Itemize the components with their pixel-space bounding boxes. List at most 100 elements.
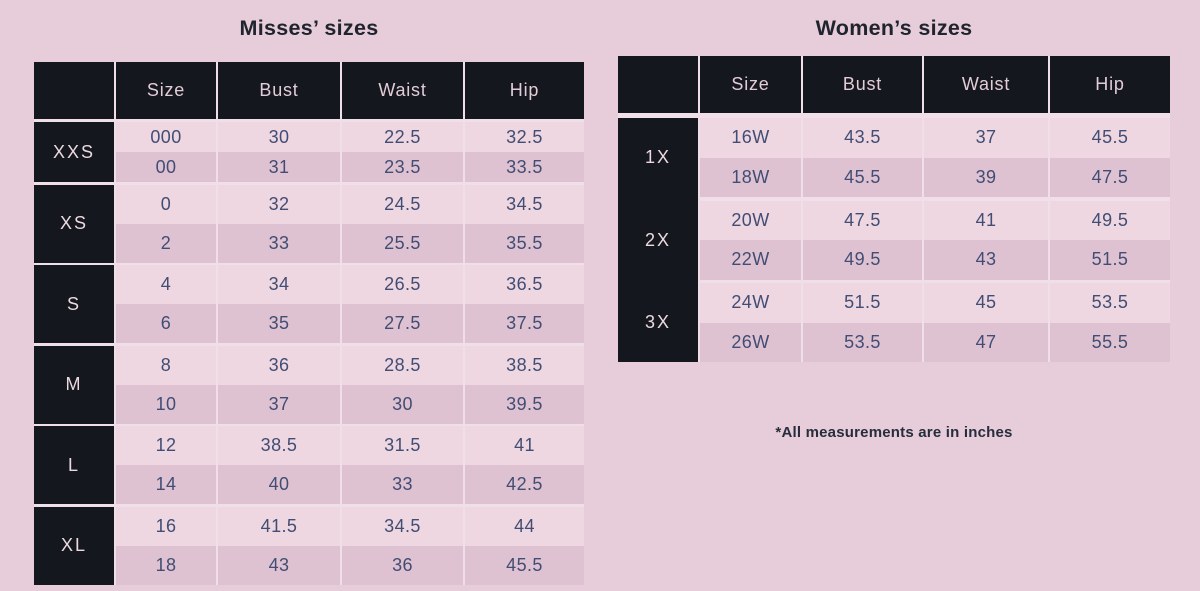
misses-sizes-table: Size Bust Waist Hip XXS 000 30 22.5 32.5 00 31 23.5… <box>34 62 584 585</box>
cell-hip: 42.5 <box>465 465 584 504</box>
group-rows-area: 16W 43.5 37 45.5 18W 45.5 39 47.5 20W 47.5 41 49.5 2… <box>700 118 1170 362</box>
group-label-m: M <box>34 345 114 424</box>
table-row: 26W 53.5 47 55.5 <box>700 322 1170 362</box>
cell-waist: 30 <box>342 384 463 424</box>
cell-waist: 26.5 <box>342 265 463 304</box>
size-group-1x: 16W 43.5 37 45.5 18W 45.5 39 47.5 <box>700 118 1170 197</box>
group-rows: 000 30 22.5 32.5 00 31 23.5 33.5 <box>116 122 584 182</box>
group-label-xl: XL <box>34 506 114 585</box>
cell-waist: 23.5 <box>342 152 463 182</box>
cell-size: 2 <box>116 223 216 263</box>
cell-waist: 36 <box>342 545 463 585</box>
cell-size: 22W <box>700 240 801 280</box>
cell-bust: 30 <box>218 122 340 152</box>
table-row: 00 31 23.5 33.5 <box>116 152 584 182</box>
column-header-hip: Hip <box>465 62 584 119</box>
cell-waist: 34.5 <box>342 506 463 546</box>
header-cell-blank <box>618 56 698 113</box>
size-group-xxs: XXS 000 30 22.5 32.5 00 31 23.5 33.5 <box>34 122 584 182</box>
group-rows: 0 32 24.5 34.5 2 33 25.5 35.5 <box>116 184 584 263</box>
group-label-xxs: XXS <box>34 122 114 182</box>
size-group-xl: XL 16 41.5 34.5 44 18 43 36 45.5 <box>34 506 584 585</box>
cell-bust: 43.5 <box>803 118 922 158</box>
cell-hip: 37.5 <box>465 304 584 343</box>
table-row: 20W 47.5 41 49.5 <box>700 200 1170 240</box>
cell-size: 8 <box>116 345 216 385</box>
cell-size: 26W <box>700 322 801 362</box>
misses-sizes-title: Misses’ sizes <box>239 16 379 40</box>
cell-hip: 33.5 <box>465 152 584 182</box>
size-group-xs: XS 0 32 24.5 34.5 2 33 25.5 35.5 <box>34 184 584 263</box>
cell-size: 18 <box>116 545 216 585</box>
column-header-waist: Waist <box>342 62 463 119</box>
size-group-l: L 12 38.5 31.5 41 14 40 33 42.5 <box>34 426 584 504</box>
cell-hip: 53.5 <box>1050 283 1170 323</box>
table-row: 10 37 30 39.5 <box>116 384 584 424</box>
table-row: 12 38.5 31.5 41 <box>116 426 584 465</box>
table-row: 22W 49.5 43 51.5 <box>700 240 1170 280</box>
column-header-size: Size <box>116 62 216 119</box>
cell-waist: 25.5 <box>342 223 463 263</box>
group-label-1x: 1X <box>644 147 672 167</box>
cell-bust: 35 <box>218 304 340 343</box>
cell-waist: 28.5 <box>342 345 463 385</box>
group-label-l: L <box>34 426 114 504</box>
cell-hip: 35.5 <box>465 223 584 263</box>
cell-size: 24W <box>700 283 801 323</box>
cell-size: 20W <box>700 200 801 240</box>
size-group-3x: 24W 51.5 45 53.5 26W 53.5 47 55.5 <box>700 283 1170 362</box>
size-group-s: S 4 34 26.5 36.5 6 35 27.5 37.5 <box>34 265 584 343</box>
cell-bust: 51.5 <box>803 283 922 323</box>
cell-waist: 47 <box>924 322 1048 362</box>
cell-bust: 34 <box>218 265 340 304</box>
cell-size: 00 <box>116 152 216 182</box>
table-row: 8 36 28.5 38.5 <box>116 345 584 385</box>
cell-hip: 41 <box>465 426 584 465</box>
cell-bust: 49.5 <box>803 240 922 280</box>
measurements-footnote: *All measurements are in inches <box>775 424 1013 441</box>
table-row: 16 41.5 34.5 44 <box>116 506 584 546</box>
womens-sizes-table: Size Bust Waist Hip 1X 2X 3X 16W 43.5 37 45.5 18W 45… <box>618 56 1170 362</box>
cell-hip: 51.5 <box>1050 240 1170 280</box>
cell-waist: 41 <box>924 200 1048 240</box>
table-row: 0 32 24.5 34.5 <box>116 184 584 224</box>
table-row: 000 30 22.5 32.5 <box>116 122 584 152</box>
cell-bust: 38.5 <box>218 426 340 465</box>
group-rows: 8 36 28.5 38.5 10 37 30 39.5 <box>116 345 584 424</box>
cell-size: 16W <box>700 118 801 158</box>
cell-bust: 33 <box>218 223 340 263</box>
cell-bust: 40 <box>218 465 340 504</box>
cell-hip: 45.5 <box>1050 118 1170 158</box>
cell-size: 000 <box>116 122 216 152</box>
table-row: 4 34 26.5 36.5 <box>116 265 584 304</box>
cell-hip: 47.5 <box>1050 157 1170 197</box>
group-rows: 4 34 26.5 36.5 6 35 27.5 37.5 <box>116 265 584 343</box>
cell-bust: 32 <box>218 184 340 224</box>
column-header-waist: Waist <box>924 56 1048 113</box>
size-group-2x: 20W 47.5 41 49.5 22W 49.5 43 51.5 <box>700 200 1170 280</box>
cell-size: 0 <box>116 184 216 224</box>
cell-size: 18W <box>700 157 801 197</box>
cell-waist: 43 <box>924 240 1048 280</box>
cell-hip: 32.5 <box>465 122 584 152</box>
cell-size: 4 <box>116 265 216 304</box>
cell-waist: 27.5 <box>342 304 463 343</box>
cell-bust: 53.5 <box>803 322 922 362</box>
table-row: 24W 51.5 45 53.5 <box>700 283 1170 323</box>
cell-bust: 45.5 <box>803 157 922 197</box>
cell-hip: 44 <box>465 506 584 546</box>
table-row: 18 43 36 45.5 <box>116 545 584 585</box>
cell-size: 6 <box>116 304 216 343</box>
group-label-2x: 2X <box>644 229 672 250</box>
group-label-xs: XS <box>34 184 114 263</box>
cell-size: 12 <box>116 426 216 465</box>
column-header-bust: Bust <box>803 56 922 113</box>
womens-sizes-title: Women’s sizes <box>815 16 973 40</box>
table-header-row: Size Bust Waist Hip <box>618 56 1170 113</box>
cell-hip: 55.5 <box>1050 322 1170 362</box>
group-label-s: S <box>34 265 114 343</box>
table-row: 14 40 33 42.5 <box>116 465 584 504</box>
cell-hip: 39.5 <box>465 384 584 424</box>
group-label-column: 1X 2X 3X <box>618 118 698 362</box>
cell-waist: 39 <box>924 157 1048 197</box>
